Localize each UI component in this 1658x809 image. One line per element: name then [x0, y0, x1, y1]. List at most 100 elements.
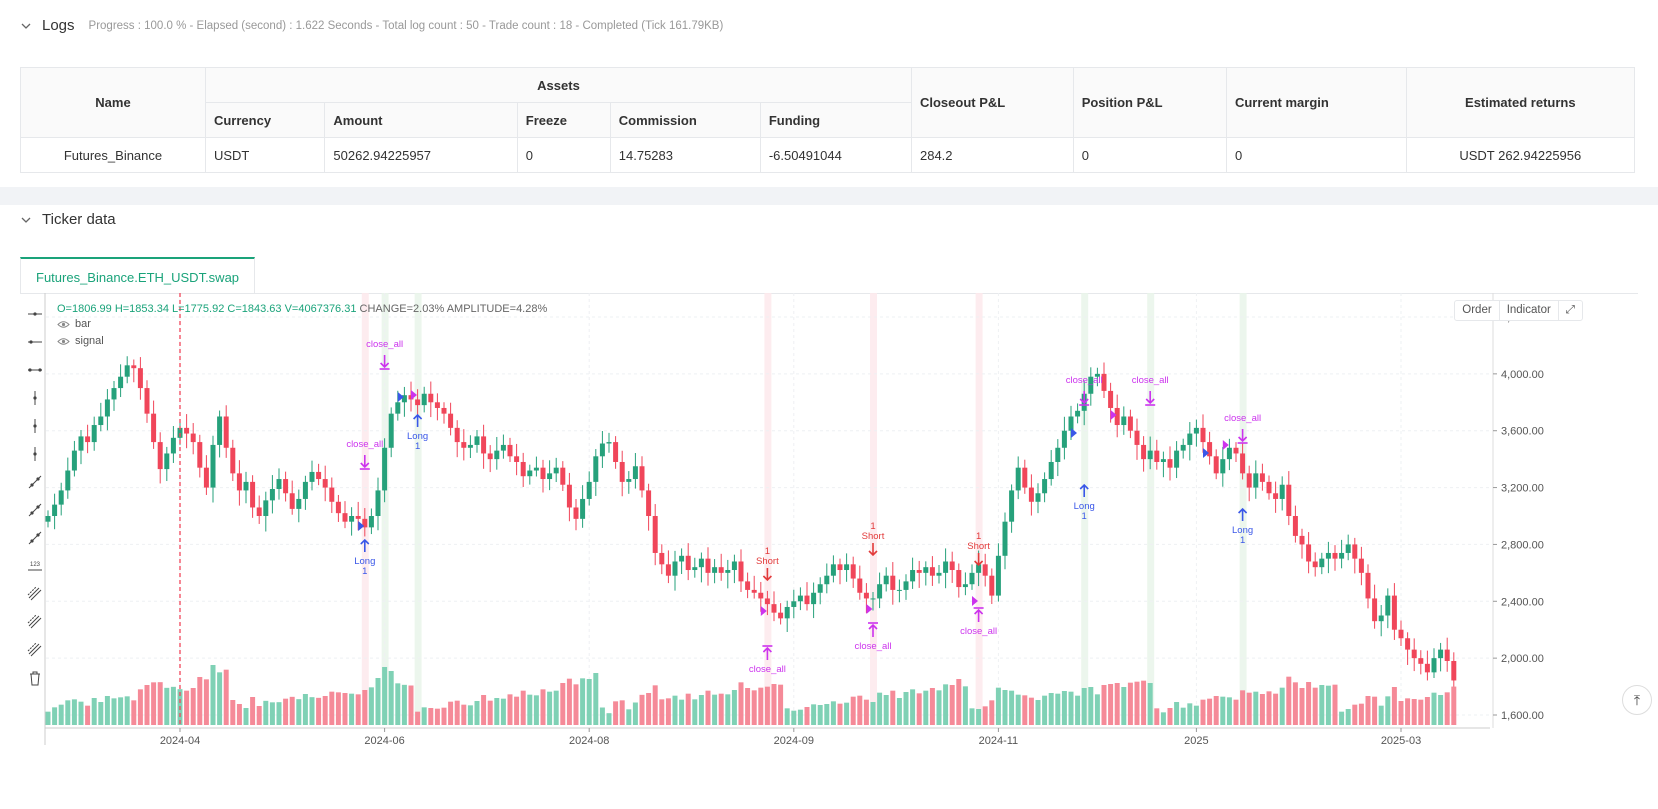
volume-bar — [1022, 695, 1028, 725]
volume-bar — [250, 697, 256, 725]
volume-bar — [903, 692, 909, 725]
arrow-up-icon — [1238, 507, 1248, 521]
extended-line-icon[interactable] — [22, 524, 48, 552]
volume-bar — [778, 684, 784, 725]
fib-retracement-icon[interactable] — [22, 636, 48, 664]
vertical-line-icon[interactable] — [22, 384, 48, 412]
logs-header[interactable]: Logs Progress : 100.0 % - Elapsed (secon… — [20, 17, 723, 34]
candle — [1141, 444, 1147, 460]
candle — [751, 589, 757, 593]
ticker-header[interactable]: Ticker data — [20, 211, 116, 228]
trend-ray-icon[interactable] — [22, 496, 48, 524]
volume-bar — [1345, 709, 1351, 725]
candle — [665, 564, 671, 576]
price-label-icon[interactable]: 123 — [22, 552, 48, 580]
scroll-top-button[interactable]: ⤒ — [1622, 685, 1652, 715]
tab-divider — [20, 293, 1638, 294]
vertical-ray-icon[interactable] — [22, 412, 48, 440]
ticker-panel: Ticker data Futures_Binance.ETH_USDT.swa… — [0, 205, 1658, 809]
horizontal-line-icon[interactable] — [22, 300, 48, 328]
volume-bar — [1418, 699, 1424, 725]
volume-bar — [382, 667, 388, 725]
arrow-down-icon — [1079, 391, 1089, 405]
candle — [811, 592, 817, 605]
candle — [118, 376, 124, 389]
volume-bar — [1266, 691, 1272, 725]
candle — [758, 592, 764, 599]
order-button[interactable]: Order — [1455, 301, 1500, 320]
candle — [1444, 649, 1450, 661]
chevron-down-icon[interactable] — [20, 214, 32, 226]
close-signal-label: close_all — [855, 641, 892, 652]
candle — [1418, 658, 1424, 664]
candle — [1391, 595, 1397, 630]
candle — [263, 500, 269, 516]
signal-qty: 1 — [976, 531, 981, 542]
volume-bar — [797, 709, 803, 725]
volume-bar — [547, 691, 553, 725]
volume-bar — [1015, 694, 1021, 725]
candle — [797, 595, 803, 602]
arrow-up-bar-icon: ⤒ — [1633, 691, 1641, 708]
candle — [692, 567, 698, 571]
candle — [184, 427, 190, 434]
trash-icon[interactable] — [22, 664, 48, 692]
close-signal-label: close_all — [1066, 375, 1103, 386]
candle — [896, 589, 902, 591]
volume-bar — [388, 671, 394, 725]
volume-bar — [962, 686, 968, 725]
candle — [857, 578, 863, 593]
candle — [104, 399, 110, 417]
chart-controls: Order Indicator ⤢ — [1454, 300, 1583, 321]
y-tick-label: 3,200.00 — [1501, 483, 1544, 495]
legend-bar[interactable]: bar — [57, 318, 91, 330]
candle — [956, 570, 962, 588]
volume-bar — [448, 701, 454, 725]
signal-band — [1147, 293, 1155, 725]
candle — [283, 479, 289, 494]
volume-bar — [1068, 691, 1074, 725]
volume-bar — [197, 677, 203, 725]
fullscreen-icon[interactable]: ⤢ — [1565, 304, 1575, 316]
volume-bar — [302, 694, 308, 725]
candle — [738, 561, 744, 582]
indicator-button[interactable]: Indicator — [1500, 301, 1559, 320]
candle — [322, 479, 328, 488]
ohlc-volume: V=4067376.31 — [284, 303, 357, 315]
trendline-icon[interactable] — [22, 468, 48, 496]
legend-signal[interactable]: signal — [57, 335, 104, 347]
pitchfork-icon[interactable] — [22, 608, 48, 636]
volume-bar — [322, 696, 328, 725]
candle — [1253, 473, 1259, 488]
volume-bar — [1108, 684, 1114, 725]
tab-eth-usdt-swap[interactable]: Futures_Binance.ETH_USDT.swap — [20, 257, 256, 294]
ray-icon[interactable] — [22, 328, 48, 356]
segment-icon[interactable] — [22, 356, 48, 384]
x-tick-label: 2025-03 — [1381, 735, 1421, 747]
volume-bar — [1312, 687, 1318, 725]
volume-bar — [916, 693, 922, 725]
volume-bar — [434, 708, 440, 725]
volume-bar — [1391, 687, 1397, 725]
candle — [593, 456, 599, 482]
cell-funding: -6.50491044 — [759, 137, 912, 173]
short-signal-label: Short — [756, 556, 779, 567]
volume-bar — [943, 684, 949, 725]
parallel-channel-icon[interactable] — [22, 580, 48, 608]
candle — [144, 388, 150, 414]
volume-bar — [217, 672, 223, 725]
chevron-down-icon[interactable] — [20, 20, 32, 32]
candle — [1187, 433, 1193, 445]
volume-bar — [144, 685, 150, 725]
volume-bar — [784, 708, 790, 725]
vertical-segment-icon[interactable] — [22, 440, 48, 468]
volume-bar — [731, 690, 737, 725]
eye-icon[interactable] — [57, 320, 70, 329]
volume-bar — [896, 698, 902, 725]
candle — [784, 606, 790, 619]
candle — [1220, 459, 1226, 474]
volume-bar — [1240, 690, 1246, 725]
eye-icon[interactable] — [57, 337, 70, 346]
volume-bar — [1081, 688, 1087, 725]
